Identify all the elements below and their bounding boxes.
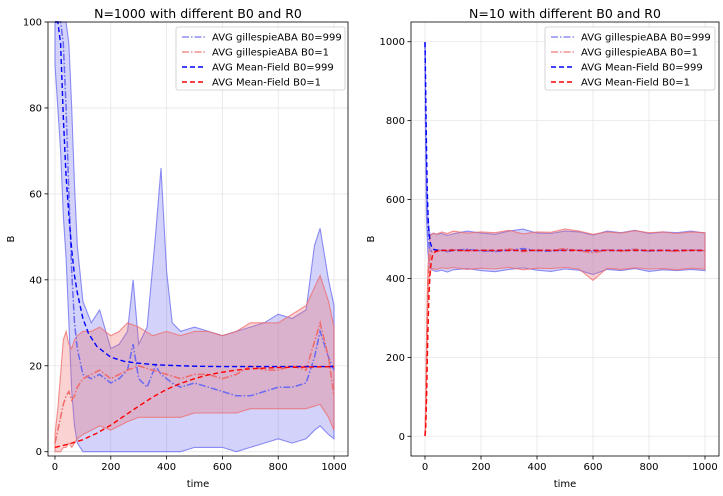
chart-left-band-0 [54,21,335,453]
chart-right-xtick-label-2: 400 [527,462,546,473]
chart-right: N=10 with different B0 and R0 0 200 400 600… [366,6,720,490]
chart-right-ytick-label-0: 0 [399,432,405,443]
chart-left-ytick-label-1: 20 [29,361,42,372]
chart-right-xtick-label-4: 800 [639,462,658,473]
chart-left-legend: AVG gillespieABA B0=999 AVG gillespieABA … [175,26,346,91]
chart-left-title: N=1000 with different B0 and R0 [94,6,302,21]
chart-left-xtick-label-5: 1000 [321,462,346,473]
chart-right-legend-label-3: AVG Mean-Field B0=1 [581,78,690,89]
chart-left-xtick-label-3: 600 [213,462,232,473]
chart-right-lines [424,42,706,436]
chart-right-legend-label-0: AVG gillespieABA B0=999 [581,33,711,44]
chart-left: N=1000 with different B0 and R0 0 200 400 6… [6,6,349,490]
chart-right-title: N=10 with different B0 and R0 [469,6,661,21]
chart-left-legend-box [175,26,346,91]
chart-right-legend-label-1: AVG gillespieABA B0=1 [581,48,698,59]
chart-right-ylabel: B [366,235,377,242]
chart-right-legend-box [544,26,716,91]
chart-right-legend: AVG gillespieABA B0=999 AVG gillespieABA … [544,26,716,91]
chart-right-xtick-label-5: 1000 [692,462,717,473]
chart-right-xtick-label-1: 200 [471,462,490,473]
chart-left-lines [54,21,335,449]
chart-left-ytick-label-2: 40 [29,275,42,286]
chart-right-series-line-3 [424,249,705,436]
chart-left-ticks: 0 200 400 600 800 1000 0 20 40 60 80 100 [23,18,347,474]
chart-left-ylabel: B [6,235,17,242]
chart-left-xtick-label-0: 0 [52,462,58,473]
chart-left-series-line-1 [54,319,335,444]
chart-left-frame [47,21,349,457]
chart-left-ytick-label-5: 100 [23,18,42,29]
chart-left-legend-label-3: AVG Mean-Field B0=1 [212,78,321,89]
chart-right-ytick-label-1: 200 [386,353,405,364]
chart-left-ytick-label-4: 80 [29,103,42,114]
chart-left-series-line-3 [54,365,335,449]
chart-right-ticks: 0 200 400 600 800 1000 0 200 400 600 800 1000 [380,37,718,473]
chart-left-ytick-label-0: 0 [36,447,42,458]
chart-right-xtick-label-0: 0 [422,462,428,473]
chart-right-ytick-label-3: 600 [386,195,405,206]
chart-left-legend-label-0: AVG gillespieABA B0=999 [212,33,342,44]
chart-right-legend-label-2: AVG Mean-Field B0=999 [581,63,703,74]
chart-left-series-line-0 [55,21,335,397]
chart-left-ytick-label-3: 60 [29,189,42,200]
chart-left-legend-label-1: AVG gillespieABA B0=1 [212,48,329,59]
chart-right-frame [410,21,720,457]
chart-right-band-0 [424,42,706,276]
chart-right-ytick-label-4: 800 [386,116,405,127]
chart-left-bands [54,21,335,453]
chart-left-series-line-2 [55,21,334,368]
chart-right-xtick-label-3: 600 [583,462,602,473]
chart-left-legend-label-2: AVG Mean-Field B0=999 [212,63,334,74]
chart-left-xlabel: time [187,479,210,490]
chart-left-xtick-label-1: 200 [101,462,120,473]
chart-left-xtick-label-4: 800 [269,462,288,473]
chart-right-xlabel: time [554,479,577,490]
chart-left-band-1 [54,274,335,453]
chart-right-ytick-label-2: 400 [386,274,405,285]
chart-right-ytick-label-5: 1000 [380,37,405,48]
chart-left-xtick-label-2: 400 [157,462,176,473]
